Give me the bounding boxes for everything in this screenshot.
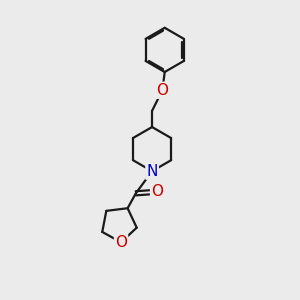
Text: O: O [151,184,163,199]
Text: N: N [146,164,158,179]
Text: O: O [115,235,127,250]
Text: O: O [156,83,168,98]
